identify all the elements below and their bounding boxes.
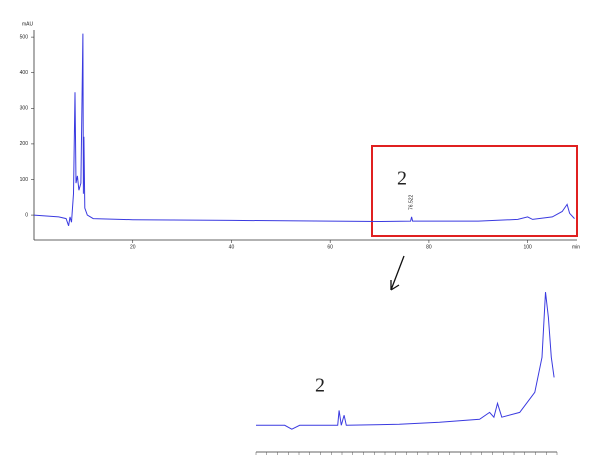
x-tick-label: 60 [327, 244, 333, 250]
peak-label: 76.522 [408, 194, 414, 210]
y-tick-label: 500 [20, 34, 29, 40]
x-tick-label: 40 [229, 244, 235, 250]
trace [256, 292, 555, 430]
y-tick-label: 400 [20, 70, 29, 76]
x-tick-label: 100 [523, 244, 532, 250]
y-tick-label: 300 [20, 106, 29, 112]
x-tick-label: 20 [130, 244, 136, 250]
y-unit: mAU [22, 21, 34, 27]
zoom-arrow [390, 255, 405, 291]
y-tick-label: 100 [20, 177, 29, 183]
y-tick-label: 0 [25, 212, 28, 218]
zoom-box [371, 145, 578, 237]
trace [33, 33, 575, 226]
annotation: 2 [397, 168, 407, 190]
x-tick-label: 80 [426, 244, 432, 250]
x-unit: min [572, 244, 580, 250]
y-tick-label: 200 [20, 141, 29, 147]
annotation: 2 [315, 375, 325, 397]
